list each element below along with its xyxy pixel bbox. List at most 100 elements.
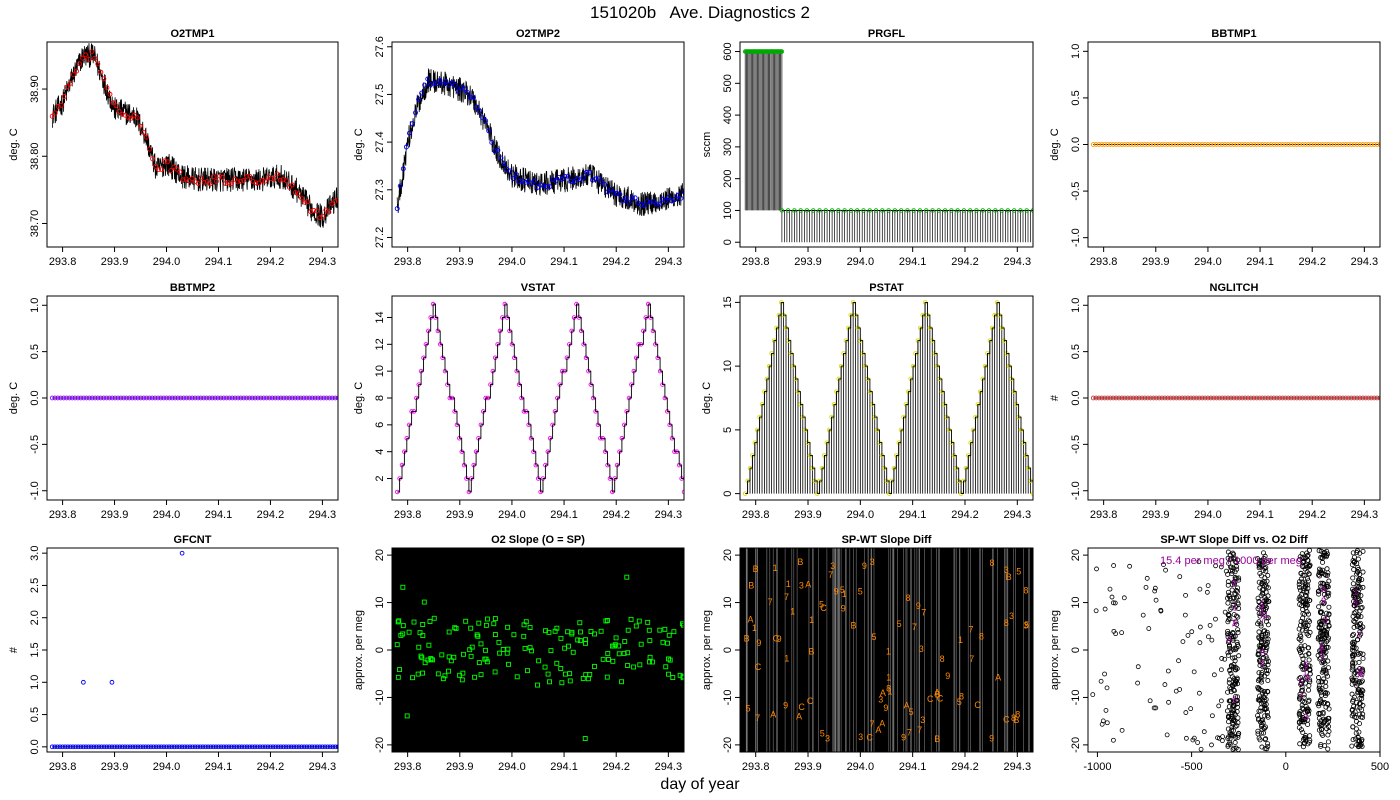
data-point bbox=[156, 167, 162, 173]
data-point bbox=[1231, 395, 1237, 401]
data-point bbox=[74, 68, 79, 74]
data-point bbox=[911, 208, 916, 213]
data-point-glyph: 8 bbox=[979, 631, 984, 641]
data-point bbox=[221, 395, 227, 401]
data-point bbox=[681, 489, 684, 495]
data-point bbox=[1133, 395, 1139, 401]
data-point-glyph: 1 bbox=[886, 647, 891, 657]
data-point bbox=[614, 190, 620, 196]
data-point bbox=[657, 201, 663, 207]
data-point bbox=[244, 395, 249, 401]
data-point bbox=[1257, 142, 1262, 147]
data-point bbox=[1301, 555, 1307, 561]
plot-frame bbox=[739, 295, 1034, 501]
data-point bbox=[1274, 395, 1280, 401]
data-point bbox=[1225, 689, 1231, 695]
data-point bbox=[1262, 575, 1268, 581]
data-point bbox=[1148, 142, 1153, 147]
data-point bbox=[554, 625, 560, 631]
data-point bbox=[1099, 142, 1105, 147]
data-point bbox=[1191, 395, 1196, 401]
data-point bbox=[1145, 395, 1151, 401]
data-point bbox=[582, 736, 588, 741]
data-point bbox=[171, 744, 177, 750]
data-point bbox=[101, 395, 106, 401]
y-tick-label: 0.0 bbox=[29, 390, 41, 405]
data-point bbox=[1306, 611, 1312, 617]
data-point bbox=[1337, 142, 1343, 147]
data-point bbox=[583, 637, 589, 643]
data-point bbox=[1258, 639, 1264, 645]
data-point bbox=[474, 104, 479, 110]
y-tick-label: 10 bbox=[374, 596, 386, 608]
data-point bbox=[1232, 569, 1238, 575]
data-point bbox=[197, 744, 203, 750]
data-point bbox=[135, 744, 141, 750]
data-point bbox=[930, 208, 935, 213]
data-point bbox=[527, 645, 533, 651]
data-point bbox=[332, 395, 338, 401]
data-point bbox=[1318, 548, 1324, 554]
data-point bbox=[1227, 740, 1233, 746]
data-point-glyph: C bbox=[1003, 715, 1010, 725]
data-point bbox=[1256, 579, 1262, 585]
x-tick-label: 294.1 bbox=[899, 509, 927, 521]
data-point bbox=[1325, 739, 1331, 745]
data-point bbox=[1119, 395, 1125, 401]
data-point bbox=[1208, 142, 1214, 147]
data-point bbox=[1323, 142, 1328, 147]
data-point bbox=[1263, 642, 1269, 648]
data-point bbox=[1227, 556, 1233, 562]
data-point-glyph: A bbox=[796, 711, 802, 721]
x-tick-label: 294.1 bbox=[899, 761, 927, 773]
data-point bbox=[586, 169, 592, 175]
data-point bbox=[612, 642, 618, 648]
x-tick-label: 294.2 bbox=[1298, 509, 1326, 521]
data-point bbox=[288, 744, 294, 750]
data-point bbox=[1125, 142, 1130, 147]
data-point bbox=[304, 395, 309, 401]
data-point bbox=[1168, 142, 1173, 147]
data-point bbox=[588, 629, 594, 634]
x-tick-label: 294.3 bbox=[655, 761, 683, 773]
data-point bbox=[1264, 631, 1270, 637]
data-point bbox=[1326, 578, 1332, 584]
data-point bbox=[1189, 629, 1195, 635]
data-point-glyph: 9 bbox=[916, 601, 921, 611]
data-point bbox=[167, 395, 172, 401]
data-point bbox=[647, 638, 653, 644]
data-point bbox=[177, 744, 182, 750]
data-point bbox=[1256, 676, 1262, 682]
data-point bbox=[593, 176, 598, 182]
data-point-glyph: 8 bbox=[1023, 585, 1028, 595]
data-point-glyph: 5 bbox=[1024, 620, 1029, 630]
data-point bbox=[608, 187, 614, 193]
y-tick-label: -0.5 bbox=[1070, 182, 1082, 201]
plot-area bbox=[1090, 142, 1380, 147]
data-point bbox=[1296, 725, 1302, 731]
data-point bbox=[1234, 395, 1239, 401]
data-point bbox=[1306, 657, 1312, 663]
data-point bbox=[811, 208, 816, 213]
data-point-glyph: 3 bbox=[825, 734, 830, 744]
data-point bbox=[247, 744, 253, 750]
data-point bbox=[178, 395, 184, 401]
data-point bbox=[510, 176, 516, 181]
y-tick-label: 1.0 bbox=[29, 675, 41, 690]
data-point bbox=[49, 744, 55, 750]
data-point bbox=[1305, 645, 1311, 651]
data-point bbox=[624, 574, 630, 580]
data-point bbox=[525, 668, 530, 674]
data-point bbox=[422, 82, 428, 88]
data-point bbox=[1307, 629, 1313, 635]
data-point-glyph: B bbox=[851, 621, 857, 631]
data-point bbox=[1303, 665, 1309, 671]
data-point bbox=[1230, 647, 1236, 653]
data-point bbox=[129, 395, 135, 401]
data-point bbox=[632, 195, 638, 201]
data-point bbox=[1226, 613, 1232, 619]
data-point bbox=[1306, 651, 1312, 657]
data-point bbox=[1236, 575, 1242, 581]
data-point bbox=[1300, 736, 1306, 742]
data-point bbox=[1147, 698, 1153, 704]
